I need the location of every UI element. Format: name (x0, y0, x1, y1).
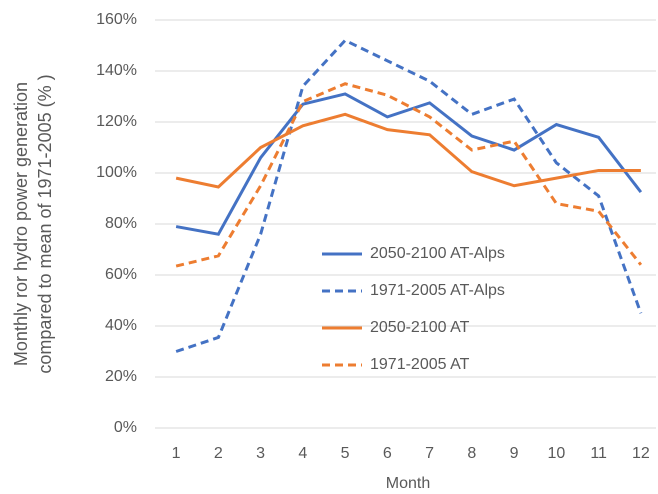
x-tick-label: 1 (172, 445, 181, 462)
y-tick-label: 80% (105, 215, 137, 232)
y-tick-label: 120% (96, 113, 137, 130)
x-tick-label: 10 (547, 445, 565, 462)
x-tick-label: 3 (256, 445, 265, 462)
x-tick-label: 12 (632, 445, 650, 462)
y-tick-label: 160% (96, 11, 137, 28)
series-line (175, 92, 643, 236)
x-tick-label: 11 (590, 445, 607, 462)
x-tick-label: 4 (298, 445, 307, 462)
legend-label: 1971-2005 AT (370, 356, 470, 373)
series-line (175, 38, 643, 353)
y-axis-title: Monthly ror hydro power generation compa… (11, 74, 55, 373)
y-tick-label: 140% (96, 62, 137, 79)
y-tick-label: 100% (96, 164, 137, 181)
y-tick-label: 40% (105, 317, 137, 334)
y-tick-label: 20% (105, 368, 137, 385)
x-tick-label: 2 (214, 445, 223, 462)
legend-label: 2050-2100 AT-Alps (370, 245, 505, 262)
x-tick-label: 8 (467, 445, 476, 462)
y-axis-title-line: compared to mean of 1971-2005 (% ) (35, 74, 55, 373)
y-axis-title-line: Monthly ror hydro power generation (11, 82, 31, 366)
y-tick-label: 60% (105, 266, 137, 283)
x-axis-title: Month (386, 475, 430, 492)
y-tick-label: 0% (114, 419, 137, 436)
x-tick-label: 9 (510, 445, 519, 462)
series-line (175, 112, 641, 189)
legend-label: 1971-2005 AT-Alps (370, 282, 505, 299)
x-tick-label: 5 (341, 445, 350, 462)
x-tick-label: 6 (383, 445, 392, 462)
x-tick-label: 7 (425, 445, 434, 462)
series-line (175, 82, 643, 268)
legend-label: 2050-2100 AT (370, 319, 470, 336)
